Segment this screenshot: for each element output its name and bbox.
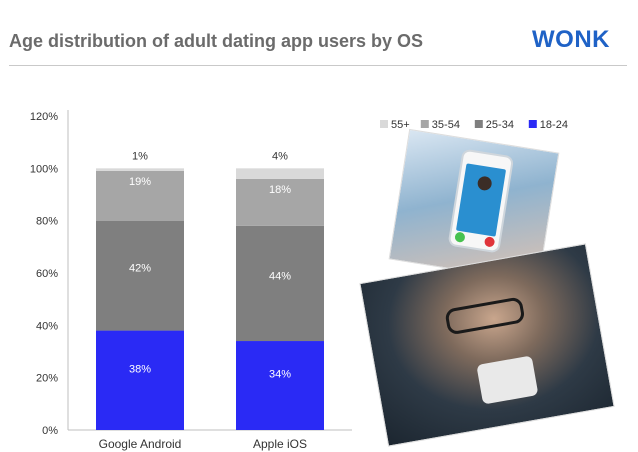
phone-icon [447,148,515,254]
legend-label: 25-34 [486,119,514,131]
legend-label: 18-24 [540,119,568,131]
bar-segment-25-34 [96,220,184,331]
data-label: 34% [269,369,291,381]
y-tick-label: 60% [36,268,58,280]
data-label: 44% [269,270,291,282]
y-tick-label: 100% [30,163,58,175]
x-tick-label: Apple iOS [253,437,307,451]
data-label: 19% [129,176,151,188]
wonk-logo: WONK [532,26,610,53]
y-tick-label: 20% [36,373,58,385]
smartphone-icon [476,355,539,405]
dislike-icon [483,236,496,248]
y-tick-label: 120% [30,111,58,123]
legend-swatch-35-54 [420,120,429,128]
legend-swatch-55+ [380,120,388,128]
page-title: Age distribution of adult dating app use… [9,31,424,51]
data-label: 4% [272,150,288,162]
legend-swatch-25-34 [474,120,483,128]
legend-label: 35-54 [432,119,460,131]
bar-segment-35-54 [96,170,184,221]
profile-avatar [476,175,493,192]
legend-swatch-18-24 [528,120,537,128]
data-label: 42% [129,263,151,275]
app-screen [455,163,507,237]
header-divider [9,65,627,66]
y-tick-label: 0% [42,425,58,437]
bar-segment-55+ [96,168,184,171]
bar-segment-18-24 [236,341,324,430]
x-tick-label: Google Android [99,437,182,451]
legend-label: 55+ [391,119,410,131]
bar-segment-35-54 [236,178,324,226]
y-tick-label: 80% [36,216,58,228]
glasses-icon [444,296,526,336]
bar-segment-25-34 [236,225,324,342]
data-label: 38% [129,363,151,375]
bar-segment-55+ [236,168,324,179]
data-label: 1% [132,150,148,162]
bar-segment-18-24 [96,330,184,430]
data-label: 18% [269,184,291,196]
like-icon [454,231,466,243]
y-tick-label: 40% [36,320,58,332]
